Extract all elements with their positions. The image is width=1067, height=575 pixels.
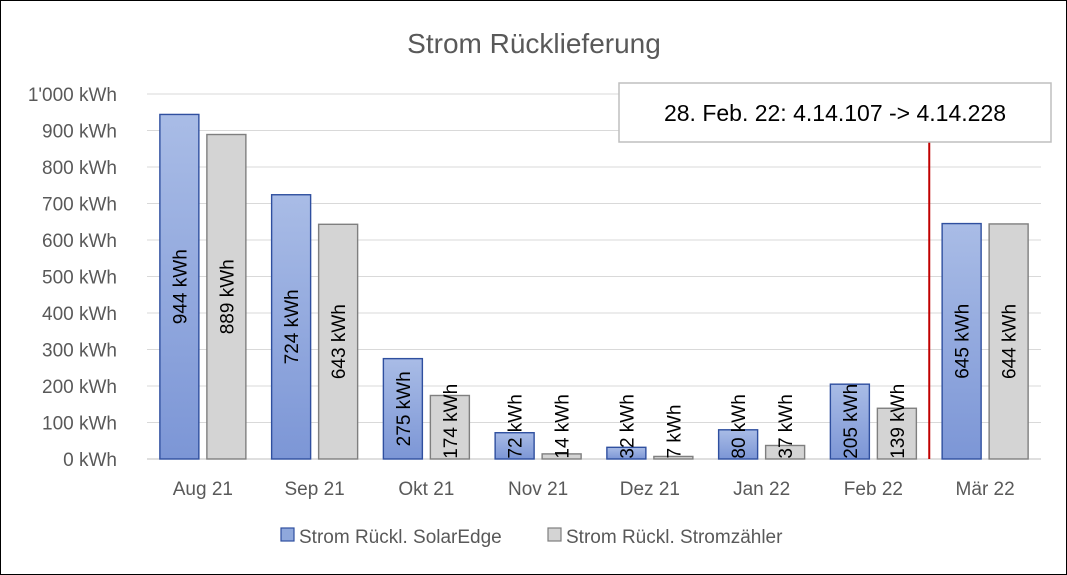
bar	[206, 133, 247, 460]
data-label: 643 kWh	[329, 304, 350, 379]
y-tick-label: 800 kWh	[42, 158, 117, 179]
data-label: 724 kWh	[282, 289, 303, 364]
data-label: 72 kWh	[506, 394, 527, 458]
legend-label: Strom Rückl. Stromzähler	[566, 527, 783, 548]
x-tick-label: Feb 22	[844, 479, 903, 500]
legend: Strom Rückl. SolarEdge Strom Rückl. Strom…	[280, 527, 783, 548]
y-tick-label: 300 kWh	[42, 341, 117, 362]
bar	[494, 432, 535, 460]
bar	[541, 453, 582, 460]
data-label: 14 kWh	[553, 394, 574, 458]
bar-group: 944 kWh 889 kWh 724 kWh 643 kWh 275 kWh 174 k…	[159, 113, 1029, 460]
annotation-callout: 28. Feb. 22: 4.14.107 -> 4.14.228	[618, 82, 1052, 143]
x-tick-label: Nov 21	[508, 479, 568, 500]
bar	[653, 455, 694, 460]
y-tick-label: 200 kWh	[42, 377, 117, 398]
y-tick-label: 100 kWh	[42, 414, 117, 435]
data-label: 80 kWh	[729, 394, 750, 458]
data-label: 139 kWh	[888, 384, 909, 459]
annotation-text: 28. Feb. 22: 4.14.107 -> 4.14.228	[664, 100, 1006, 126]
bar	[159, 113, 200, 460]
data-label: 645 kWh	[953, 304, 974, 379]
data-label: 174 kWh	[441, 384, 462, 459]
legend-swatch	[547, 527, 562, 542]
data-label: 32 kWh	[617, 394, 638, 458]
bar	[606, 446, 647, 460]
data-label: 944 kWh	[170, 249, 191, 324]
data-label: 37 kWh	[776, 394, 797, 458]
bar	[829, 383, 871, 460]
x-tick-label: Dez 21	[620, 479, 680, 500]
y-tick-label: 1'000 kWh	[28, 85, 117, 106]
y-tick-label: 600 kWh	[42, 231, 117, 252]
x-tick-label: Okt 21	[398, 479, 454, 500]
annotation-box	[618, 82, 1052, 143]
bar	[717, 429, 759, 460]
data-label: 889 kWh	[217, 259, 238, 334]
legend-swatch	[280, 527, 295, 542]
bar	[764, 444, 806, 460]
y-tick-label: 500 kWh	[42, 268, 117, 289]
bar	[876, 407, 918, 460]
x-tick-label: Sep 21	[285, 479, 345, 500]
data-label: 7 kWh	[664, 405, 685, 459]
bar	[317, 223, 359, 460]
y-tick-label: 0 kWh	[63, 450, 117, 471]
axes: 0 kWh 100 kWh 200 kWh 300 kWh 400 kWh 500 kWh…	[28, 85, 1015, 500]
bar	[382, 357, 424, 460]
bar	[941, 222, 982, 460]
x-tick-label: Jan 22	[733, 479, 790, 500]
bar	[270, 194, 312, 460]
y-tick-label: 700 kWh	[42, 195, 117, 216]
x-tick-label: Mär 22	[956, 479, 1015, 500]
bar	[988, 223, 1029, 460]
x-tick-label: Aug 21	[173, 479, 233, 500]
y-tick-label: 900 kWh	[42, 122, 117, 143]
bar	[429, 394, 471, 460]
data-label: 644 kWh	[1000, 304, 1021, 379]
legend-label: Strom Rückl. SolarEdge	[299, 527, 502, 548]
chart-title: Strom Rücklieferung	[407, 28, 661, 59]
data-label: 275 kWh	[394, 371, 415, 446]
data-label: 205 kWh	[841, 384, 862, 459]
y-tick-label: 400 kWh	[42, 304, 117, 325]
